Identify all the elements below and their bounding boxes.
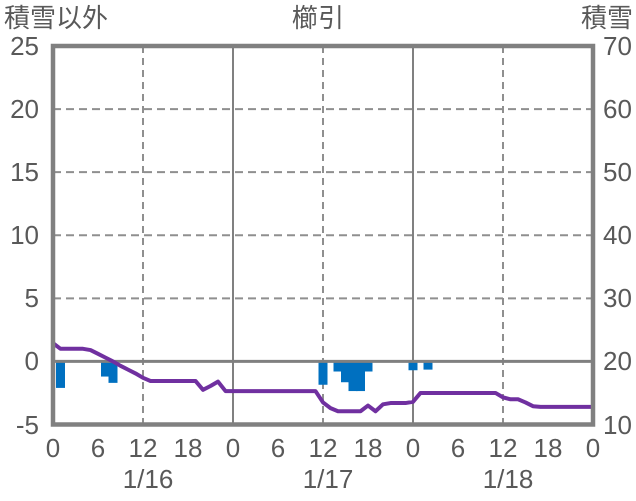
left-axis-tick: -5 <box>15 409 39 440</box>
date-label: 1/16 <box>122 464 174 494</box>
left-axis-tick: 5 <box>24 283 39 314</box>
bar <box>101 361 110 377</box>
bar <box>318 361 328 385</box>
left-axis-title: 積雪以外 <box>4 3 109 33</box>
date-label: 1/17 <box>302 464 354 494</box>
right-axis-tick: 40 <box>603 220 632 251</box>
hour-tick-label: 12 <box>488 433 518 463</box>
bar <box>356 361 365 392</box>
bar <box>363 361 373 372</box>
bar <box>341 361 350 383</box>
right-axis-tick: 10 <box>603 409 632 440</box>
plot-border <box>50 43 596 427</box>
hour-tick-label: 6 <box>270 433 286 463</box>
right-axis-tick: 60 <box>603 94 632 125</box>
bar <box>348 361 358 392</box>
hour-tick-label: 0 <box>45 433 61 463</box>
hour-tick-label: 6 <box>90 433 106 463</box>
left-axis-tick: 15 <box>10 157 39 188</box>
left-axis-tick: 20 <box>10 94 39 125</box>
hour-tick-label: 12 <box>308 433 338 463</box>
left-axis-tick: 0 <box>24 346 39 377</box>
bar <box>108 361 118 383</box>
hour-tick-label: 0 <box>405 433 421 463</box>
hour-tick-label: 18 <box>533 433 563 463</box>
right-axis-tick: 20 <box>603 346 632 377</box>
left-axis-tick: 10 <box>10 220 39 251</box>
chart-title: 櫛引 <box>291 3 344 33</box>
bar <box>333 361 343 372</box>
snow-depth-line <box>51 341 595 414</box>
hour-tick-label: 0 <box>585 433 601 463</box>
hour-tick-label: 12 <box>128 433 158 463</box>
hour-tick-label: 18 <box>353 433 383 463</box>
hour-tick-label: 0 <box>225 433 241 463</box>
hour-tick-label: 18 <box>173 433 203 463</box>
bar <box>423 361 433 370</box>
bar <box>408 361 418 371</box>
left-axis-tick: 25 <box>10 31 39 61</box>
date-label: 1/18 <box>482 464 534 494</box>
bar <box>56 361 65 388</box>
right-axis-tick: 30 <box>603 283 632 314</box>
hour-tick-label: 6 <box>450 433 466 463</box>
right-axis-tick: 70 <box>603 31 632 61</box>
right-axis-tick: 50 <box>603 157 632 188</box>
right-axis-title: 積雪 <box>580 3 633 33</box>
